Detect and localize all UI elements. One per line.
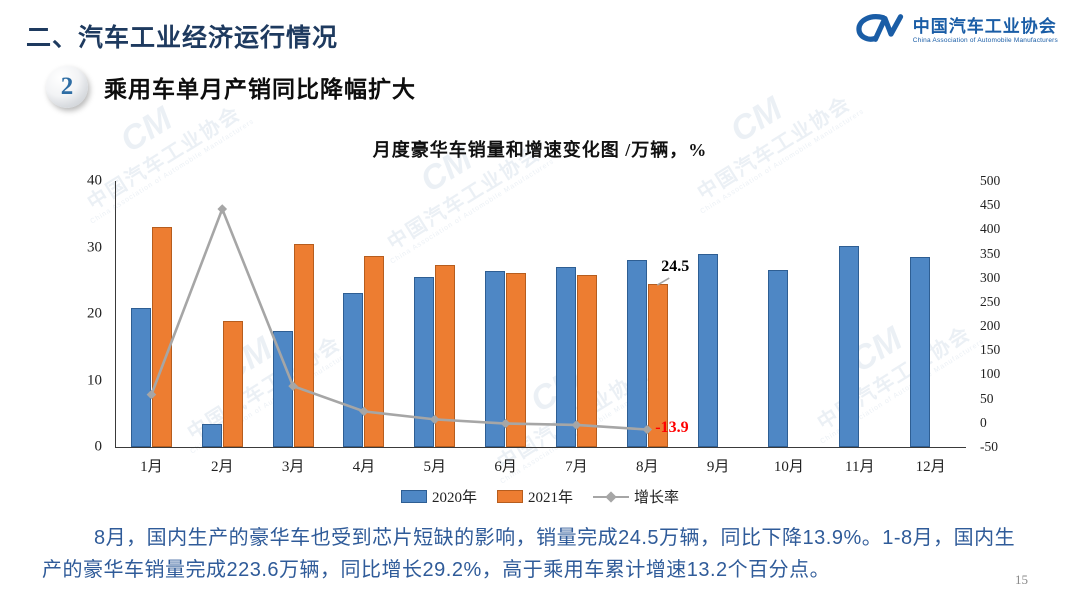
y-axis-right-tick: -50: [980, 439, 998, 454]
bar-2021年-2月: [222, 320, 243, 447]
legend-item-2020年: 2020年: [400, 486, 477, 507]
x-axis-label: 3月: [281, 459, 305, 475]
bar-2020年-5月: [414, 277, 435, 447]
logo-name-en: China Association of Automobile Manufact…: [912, 36, 1058, 44]
annotation-leader-line: [656, 277, 670, 286]
growth-line-marker: [146, 389, 157, 400]
legend-swatch: [496, 490, 523, 503]
x-axis-label: 4月: [352, 459, 376, 475]
bar-2021年-1月: [151, 226, 172, 447]
growth-line: [150, 205, 648, 431]
legend-item-增长率: 增长率: [593, 486, 679, 507]
bar-2021年-6月: [506, 273, 527, 447]
section-title: 二、汽车工业经济运行情况: [26, 24, 339, 52]
bar-2020年-7月: [555, 267, 576, 447]
growth-line-marker: [359, 406, 369, 417]
y-axis-right-tick: 350: [980, 245, 1001, 261]
bar-2020年-9月: [697, 253, 718, 447]
growth-line-marker: [288, 381, 298, 391]
y-axis-right-tick: 50: [980, 390, 994, 406]
x-axis-label: 11月: [845, 459, 875, 475]
x-axis-label: 8月: [635, 459, 659, 475]
growth-line-marker: [571, 420, 582, 430]
x-axis-label: 10月: [773, 459, 804, 475]
logo-name-cn: 中国汽车工业协会: [912, 16, 1057, 36]
page-number: 15: [1015, 572, 1028, 587]
bar-2021年-3月: [293, 243, 314, 447]
x-axis-label: 9月: [706, 459, 730, 475]
growth-line-marker: [642, 424, 653, 435]
x-axis-label: 2月: [210, 459, 234, 475]
bar-2020年-11月: [839, 245, 860, 447]
x-axis-label: 7月: [565, 459, 588, 475]
chart-legend: 2020年 2021年 增长率: [115, 486, 965, 507]
bar-2020年-8月: [626, 260, 647, 447]
y-axis-left-tick: 10: [87, 372, 102, 388]
legend-label: 增长率: [634, 490, 680, 506]
growth-line-marker: [429, 414, 440, 425]
legend-label: 2021年: [527, 490, 573, 506]
bar-2020年-1月: [130, 308, 151, 447]
y-axis-right-tick: 200: [980, 318, 1001, 334]
point-number-badge: 2: [46, 66, 88, 108]
y-axis-right-tick: 250: [980, 293, 1001, 309]
x-axis-label: 6月: [494, 459, 517, 475]
legend-swatch: [400, 490, 427, 503]
x-axis-label: 1月: [140, 459, 163, 475]
bar-2021年-4月: [364, 256, 385, 447]
x-axis-label: 12月: [915, 459, 946, 475]
summary-paragraph: 8月，国内生产的豪华车也受到芯片短缺的影响，销量完成24.5万辆，同比下降13.…: [42, 527, 1016, 582]
bar-2020年-12月: [910, 256, 931, 447]
growth-line-marker: [217, 204, 228, 214]
caam-logo-icon: [852, 10, 904, 51]
point-title: 乘用车单月产销同比降幅扩大: [104, 76, 416, 102]
y-axis-right-tick: 500: [980, 173, 1001, 188]
growth-line-marker: [500, 418, 511, 429]
bar-2021年-7月: [576, 275, 597, 447]
bar-2020年-10月: [768, 270, 789, 447]
y-axis-right-tick: 150: [980, 342, 1001, 358]
legend-item-2021年: 2021年: [496, 486, 573, 507]
y-axis-left-tick: 40: [87, 172, 102, 189]
y-axis-right-tick: 300: [980, 269, 1001, 285]
growth-line-layer: [146, 204, 670, 435]
data-label--13.9: -13.9: [655, 418, 689, 436]
bar-2020年-2月: [201, 423, 222, 447]
y-axis-left-tick: 30: [87, 239, 102, 255]
y-axis-left-tick: 0: [94, 438, 103, 455]
caam-logo: 中国汽车工业协会 China Association of Automobile…: [852, 10, 1058, 51]
legend-label: 2020年: [431, 490, 477, 506]
y-axis-right-tick: 450: [980, 197, 1001, 213]
x-axis-label: 5月: [423, 459, 447, 475]
chart-title: 月度豪华车销量和增速变化图 /万辆，%: [372, 140, 708, 160]
y-axis-right-tick: 0: [980, 414, 987, 430]
bar-2020年-6月: [485, 270, 506, 447]
bar-2021年-5月: [435, 265, 456, 447]
chart-plot: 0 10 20 30 40 -50 0 50 100 150 200 250 300 350 400 450 5…: [87, 173, 1000, 476]
y-axis-left-tick: 20: [87, 305, 102, 322]
data-label-24.5: 24.5: [661, 258, 690, 276]
y-axis-right-tick: 100: [980, 366, 1001, 382]
legend-line-sample: [593, 490, 629, 503]
y-axis-right-tick: 400: [980, 221, 1001, 237]
